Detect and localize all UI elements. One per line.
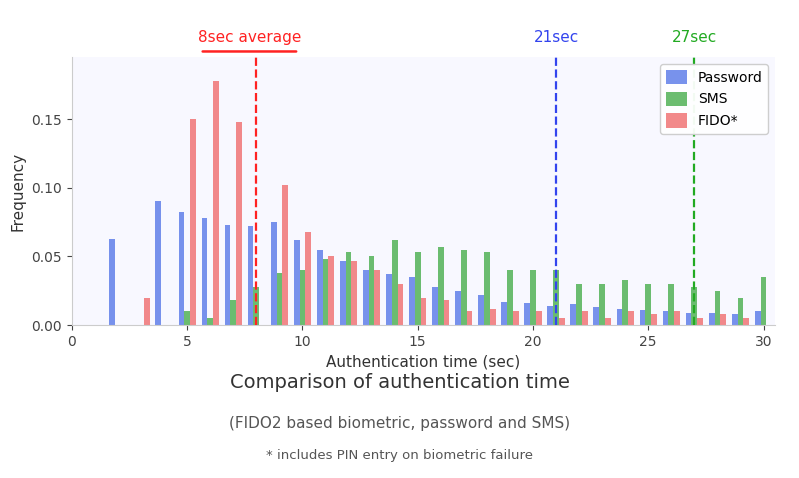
Bar [185,311,190,325]
Text: 8sec average: 8sec average [197,30,301,45]
Bar [559,318,565,325]
Bar [530,270,536,325]
Bar [490,309,495,325]
Bar [461,250,467,325]
Bar [484,252,490,325]
Text: 27sec: 27sec [672,30,717,45]
Bar [237,122,242,325]
Bar [282,185,288,325]
Bar [225,225,230,325]
Bar [294,240,300,325]
Bar [276,273,282,325]
Bar [213,81,219,325]
Bar [714,291,720,325]
Bar [536,311,542,325]
Bar [622,280,628,325]
Bar [409,277,415,325]
Bar [386,274,392,325]
Bar [109,239,115,325]
Bar [691,287,698,325]
Bar [513,311,519,325]
Bar [732,314,737,325]
Bar [317,250,323,325]
Bar [570,304,576,325]
Bar [646,284,651,325]
Bar [594,307,599,325]
Bar [323,259,328,325]
Bar [737,298,743,325]
Bar [420,298,427,325]
Bar [628,311,634,325]
Bar [662,311,669,325]
Bar [415,252,420,325]
Bar [346,252,352,325]
Bar [443,300,449,325]
Bar [144,298,149,325]
Bar [467,311,472,325]
Bar [328,256,334,325]
Bar [253,287,259,325]
Legend: Password, SMS, FIDO*: Password, SMS, FIDO* [660,65,768,134]
X-axis label: Authentication time (sec): Authentication time (sec) [326,354,521,369]
Bar [271,222,276,325]
Bar [455,291,461,325]
Bar [743,318,749,325]
Y-axis label: Frequency: Frequency [11,152,26,231]
Bar [363,270,368,325]
Bar [300,270,305,325]
Bar [398,284,403,325]
Bar [755,311,761,325]
Bar [599,284,605,325]
Bar [156,202,161,325]
Bar [368,256,375,325]
Bar [524,303,530,325]
Bar [582,311,588,325]
Bar [340,261,346,325]
Bar [617,309,622,325]
Bar [674,311,680,325]
Bar [686,313,691,325]
Text: Comparison of authentication time: Comparison of authentication time [229,373,570,392]
Bar [761,277,766,325]
Bar [479,295,484,325]
Bar [178,213,185,325]
Bar [352,261,357,325]
Bar [190,119,196,325]
Bar [651,314,657,325]
Text: 21sec: 21sec [534,30,578,45]
Bar [375,270,380,325]
Bar [669,284,674,325]
Bar [507,270,513,325]
Bar [639,310,646,325]
Bar [305,232,311,325]
Bar [392,240,398,325]
Bar [553,270,559,325]
Bar [547,306,553,325]
Bar [720,314,726,325]
Bar [709,313,714,325]
Bar [698,318,703,325]
Bar [501,302,507,325]
Bar [576,284,582,325]
Text: (FIDO2 based biometric, password and SMS): (FIDO2 based biometric, password and SMS… [229,416,570,431]
Bar [438,247,443,325]
Text: * includes PIN entry on biometric failure: * includes PIN entry on biometric failur… [266,449,533,462]
Bar [208,318,213,325]
Bar [432,287,438,325]
Bar [605,318,610,325]
Bar [201,218,208,325]
Bar [248,226,253,325]
Bar [230,300,237,325]
